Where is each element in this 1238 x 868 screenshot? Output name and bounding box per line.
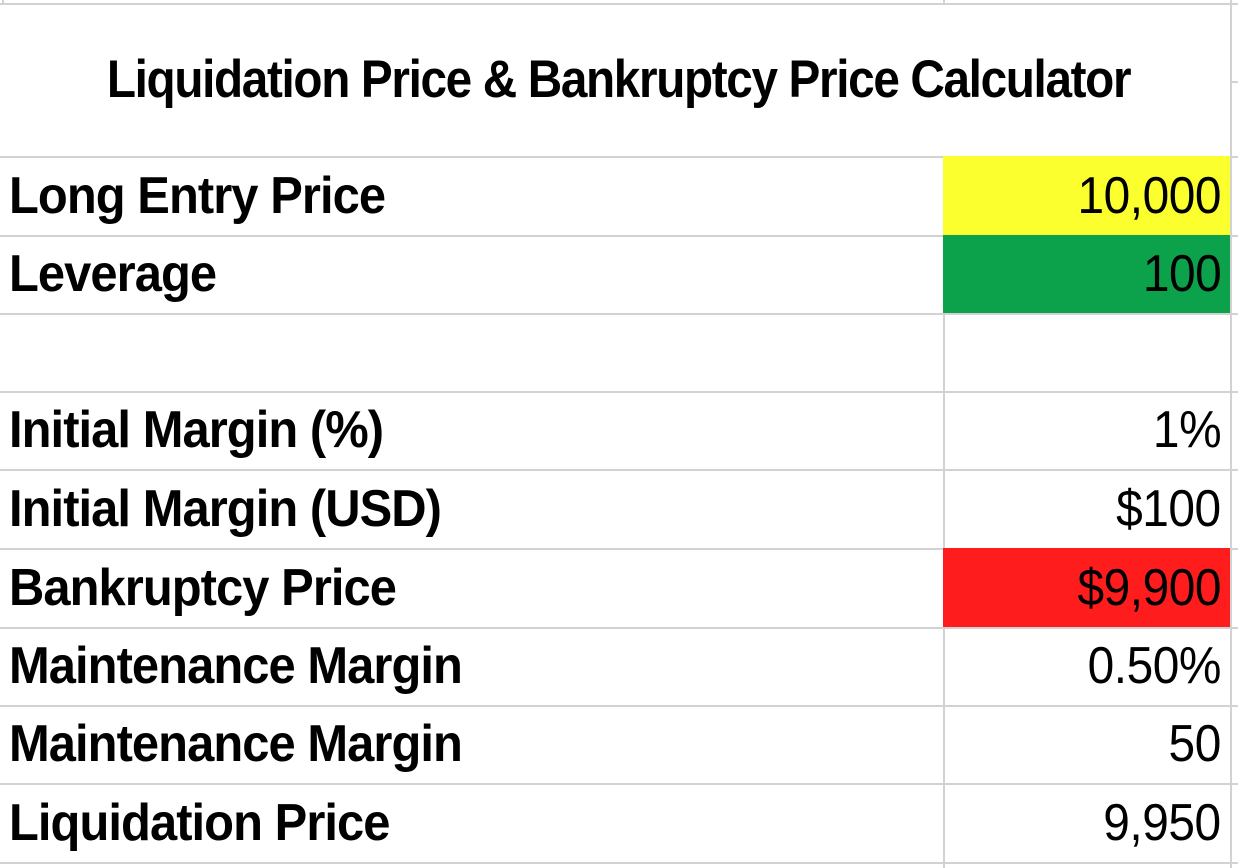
label-cell-leverage[interactable]: Leverage	[0, 235, 943, 313]
gridline	[943, 0, 945, 3]
gridline	[0, 627, 1238, 629]
row-value: 1%	[1152, 401, 1222, 459]
row-label: Maintenance Margin	[9, 715, 463, 773]
row-value: $100	[1116, 479, 1221, 538]
page-title: Liquidation Price & Bankruptcy Price Cal…	[107, 50, 1132, 109]
value-cell-initial-margin-usd[interactable]: $100	[943, 469, 1230, 548]
gridline	[0, 156, 1238, 158]
gridline	[0, 783, 1238, 785]
value-cell-long-entry-price[interactable]: 10,000	[943, 156, 1230, 235]
gridline	[0, 548, 1238, 550]
value-cell-empty[interactable]	[943, 313, 1230, 391]
row-label: Long Entry Price	[9, 166, 386, 225]
row-value: 50	[1168, 715, 1222, 773]
row-label: Leverage	[9, 245, 217, 303]
label-cell-bankruptcy-price[interactable]: Bankruptcy Price	[0, 548, 943, 627]
row-value: 100	[1142, 245, 1222, 303]
title-cell[interactable]: Liquidation Price & Bankruptcy Price Cal…	[0, 3, 1238, 156]
gridline	[0, 3, 1238, 5]
value-cell-liquidation-price[interactable]: 9,950	[943, 783, 1230, 862]
label-cell-empty[interactable]	[0, 313, 943, 391]
value-cell-leverage[interactable]: 100	[943, 235, 1230, 313]
label-cell-maintenance-margin-pct[interactable]: Maintenance Margin	[0, 627, 943, 705]
label-cell-initial-margin-pct[interactable]: Initial Margin (%)	[0, 391, 943, 469]
row-label: Initial Margin (%)	[9, 401, 384, 459]
row-value: 9,950	[1103, 793, 1222, 852]
value-cell-initial-margin-pct[interactable]: 1%	[943, 391, 1230, 469]
gridline	[0, 469, 1238, 471]
label-cell-long-entry-price[interactable]: Long Entry Price	[0, 156, 943, 235]
gridline	[943, 156, 945, 868]
gridline	[1230, 0, 1232, 868]
gridline	[0, 391, 1238, 393]
row-value: 0.50%	[1087, 637, 1222, 695]
gridline	[0, 313, 1238, 315]
row-label: Maintenance Margin	[9, 637, 463, 695]
label-cell-maintenance-margin-abs[interactable]: Maintenance Margin	[0, 705, 943, 783]
value-cell-maintenance-margin-abs[interactable]: 50	[943, 705, 1230, 783]
row-label: Initial Margin (USD)	[9, 479, 442, 538]
row-label: Liquidation Price	[9, 793, 390, 852]
gridline	[0, 862, 1238, 864]
gridline	[0, 235, 1238, 237]
gridline	[0, 705, 1238, 707]
row-value: 10,000	[1077, 166, 1221, 225]
label-cell-initial-margin-usd[interactable]: Initial Margin (USD)	[0, 469, 943, 548]
label-cell-liquidation-price[interactable]: Liquidation Price	[0, 783, 943, 862]
gridline	[2, 0, 4, 3]
value-cell-maintenance-margin-pct[interactable]: 0.50%	[943, 627, 1230, 705]
value-cell-bankruptcy-price[interactable]: $9,900	[943, 548, 1230, 627]
gridline	[1230, 81, 1238, 83]
row-value: $9,900	[1077, 558, 1221, 617]
row-label: Bankruptcy Price	[9, 558, 397, 617]
